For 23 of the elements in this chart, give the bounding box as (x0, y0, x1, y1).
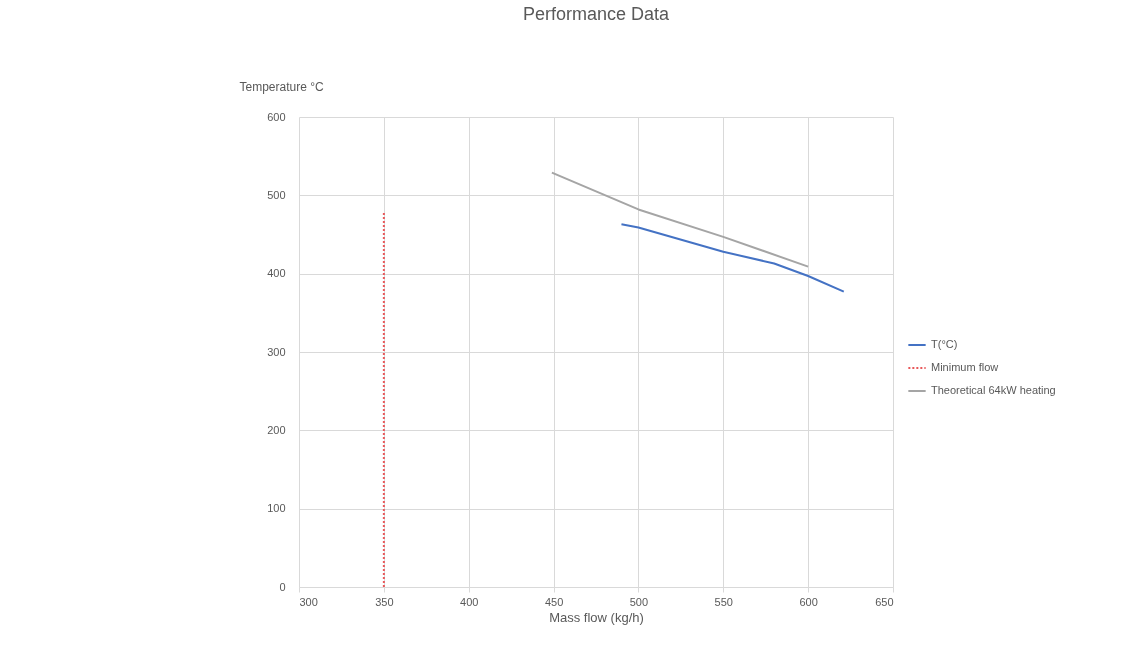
x-tick-label: 450 (544, 595, 564, 608)
x-tick-label: 400 (460, 595, 479, 608)
line-series (550, 171, 810, 268)
y-tick-label: 300 (267, 345, 286, 358)
x-tick-label: 350 (375, 595, 394, 608)
y-tick-label: 400 (267, 267, 286, 280)
legend-label: Minimum flow (931, 361, 999, 373)
x-axis-title: Mass flow (kg/h) (549, 609, 644, 625)
x-tick-label: 300 (299, 595, 318, 608)
y-tick-label: 100 (267, 502, 286, 515)
x-tick-label: 550 (714, 595, 733, 608)
chart-title: Performance Data (522, 4, 671, 24)
x-tick-label: 650 (875, 595, 894, 608)
y-axis-title: Temperature °C (239, 79, 324, 94)
y-tick-label: 200 (267, 423, 286, 436)
line-series (620, 223, 845, 293)
legend-label: Theoretical 64kW heating (931, 384, 1056, 396)
y-tick-label: 0 (279, 580, 286, 593)
y-tick-label: 500 (267, 188, 286, 201)
y-tick-label: 600 (267, 110, 286, 123)
x-tick-label: 500 (629, 595, 649, 608)
x-tick-label: 600 (799, 595, 818, 608)
legend-label: T(°C) (931, 338, 958, 350)
